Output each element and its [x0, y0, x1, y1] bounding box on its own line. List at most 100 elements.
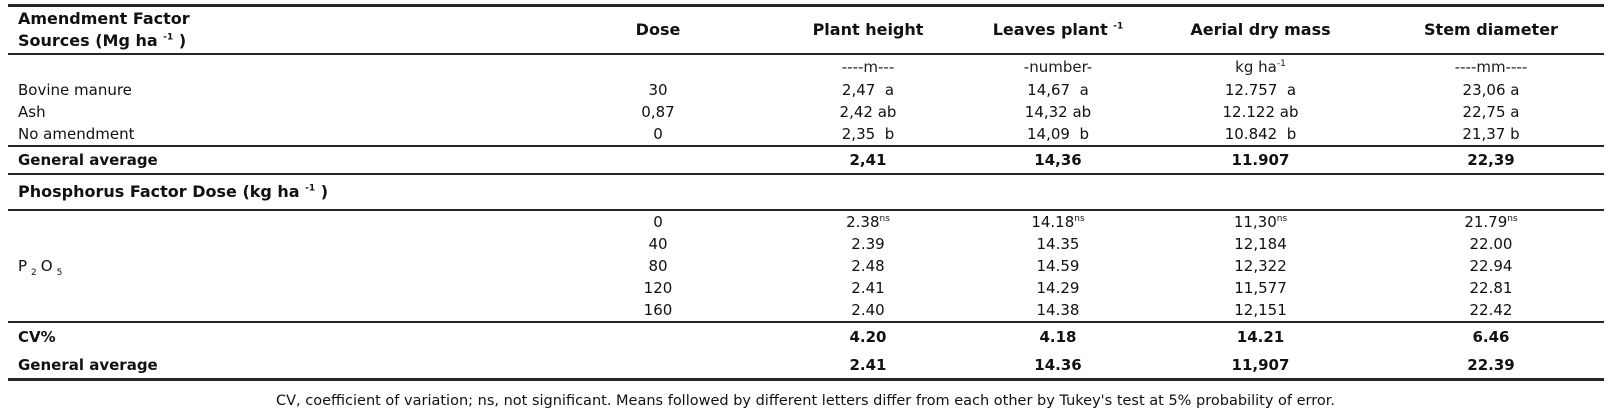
cell-stem: 22,39	[1378, 145, 1604, 175]
cell-aerial: 11,907	[1143, 352, 1378, 381]
cell-plant-height: 4.20	[763, 321, 973, 352]
cell-dose: 30	[648, 80, 668, 99]
cell-source: Bovine manure	[18, 80, 132, 99]
header-leaves: Leaves plant -1	[973, 5, 1143, 55]
phosphorus-section-title: Phosphorus Factor Dose (kg ha -1 )	[8, 174, 1604, 211]
p2o5-sub5: 5	[56, 267, 63, 278]
cell-stem: 22.42	[1469, 300, 1513, 319]
cell-dose: 160	[643, 300, 673, 319]
cell-source-empty	[8, 210, 553, 233]
table-row: 160 2.40 14.38 12,151 22.42	[8, 299, 1604, 322]
header-leaves-sup: -1	[1113, 21, 1124, 32]
cell-source: No amendment	[18, 124, 135, 143]
unit-plant-height: ----m---	[841, 57, 895, 76]
cell-label: General average	[8, 145, 553, 175]
cell-aerial: 11.907	[1143, 145, 1378, 175]
cell-stem: 22,75 a	[1462, 102, 1520, 121]
cell-stem: 21,37 b	[1462, 124, 1520, 143]
cell-source: Ash	[18, 102, 46, 121]
cell-leaves: 14.29	[1036, 278, 1080, 297]
cell-source-empty	[8, 277, 553, 299]
cell-plant-height: 2.48	[851, 256, 885, 275]
cell-dose-empty	[553, 145, 763, 175]
cell-leaves: 14,67 a	[1027, 80, 1089, 99]
cell-plant-height: 2.41	[851, 278, 885, 297]
header-amendment-line2-post: )	[173, 31, 187, 50]
cell-aerial: 11,577	[1234, 278, 1287, 297]
cell-dose-empty	[553, 321, 763, 352]
cell-source-empty	[8, 233, 553, 255]
cell-aerial: 12,322	[1234, 256, 1287, 275]
cell-plant-height: 2.40	[851, 300, 885, 319]
cell-plant-height: 2.41	[763, 352, 973, 381]
table-row: 40 2.39 14.35 12,184 22.00	[8, 233, 1604, 255]
cell-dose: 40	[648, 234, 668, 253]
cell-dose: 120	[643, 278, 673, 297]
cell-plant-height: 2.38ns	[763, 210, 973, 233]
header-aerial-dry-mass: Aerial dry mass	[1143, 5, 1378, 55]
ns-superscript: ns	[1074, 213, 1085, 224]
cell-stem: 23,06 a	[1462, 80, 1520, 99]
cell-stem: 22.00	[1469, 234, 1513, 253]
ns-superscript: ns	[879, 213, 890, 224]
ns-superscript: ns	[1276, 213, 1288, 224]
cell-stem: 22.39	[1378, 352, 1604, 381]
general-average-row-amendment: General average 2,41 14,36 11.907 22,39	[8, 145, 1604, 175]
cell-stem: 22.81	[1469, 278, 1513, 297]
table-row: 120 2.41 14.29 11,577 22.81	[8, 277, 1604, 299]
table-row: Ash 0,87 2,42 ab 14,32 ab 12.122 ab 22,7…	[8, 101, 1604, 123]
cv-row: CV% 4.20 4.18 14.21 6.46	[8, 321, 1604, 352]
cell-aerial: 14.21	[1143, 321, 1378, 352]
cell-stem: 6.46	[1378, 321, 1604, 352]
cell-plant-height: 2,47 a	[841, 80, 895, 99]
cell-dose: 0	[653, 124, 663, 143]
cell-plant-height: 2.39	[851, 234, 885, 253]
cell-stem: 21.79ns	[1378, 210, 1604, 233]
value: 11,30	[1233, 212, 1277, 231]
cell-aerial: 12,184	[1234, 234, 1287, 253]
cell-aerial: 11,30ns	[1143, 210, 1378, 233]
unit-aerial-text: kg ha	[1235, 57, 1277, 76]
phosphorus-title-post: )	[315, 182, 329, 202]
units-row: ----m--- -number- kg ha-1 ----mm----	[8, 54, 1604, 79]
cell-aerial: 12.757 a	[1224, 80, 1297, 99]
cell-leaves: 14.59	[1036, 256, 1080, 275]
units-empty-2	[553, 54, 763, 79]
header-amendment-line2: Sources (Mg ha	[18, 31, 164, 50]
cell-plant-height: 2,42 ab	[839, 102, 897, 121]
cell-dose: 0	[653, 212, 663, 231]
p2o5-p: P	[18, 256, 28, 275]
results-table: Amendment Factor Sources (Mg ha -1 ) Dose…	[8, 4, 1604, 381]
cell-aerial: 12,151	[1234, 300, 1287, 319]
cell-label: CV%	[8, 321, 553, 352]
p2o5-sub2: 2	[31, 267, 37, 278]
cell-leaves: 14,32 ab	[1024, 102, 1092, 121]
header-stem-diameter: Stem diameter	[1378, 5, 1604, 55]
phosphorus-section-header-row: Phosphorus Factor Dose (kg ha -1 )	[8, 174, 1604, 211]
value: 2.38	[846, 212, 880, 231]
cell-aerial: 10.842 b	[1224, 124, 1297, 143]
cell-leaves: 14.35	[1036, 234, 1080, 253]
table-row: 0 2.38ns 14.18ns 11,30ns 21.79ns	[8, 210, 1604, 233]
header-leaves-text: Leaves plant	[992, 20, 1114, 40]
header-dose: Dose	[553, 5, 763, 55]
cell-leaves: 4.18	[973, 321, 1143, 352]
table-header-row: Amendment Factor Sources (Mg ha -1 ) Dose…	[8, 5, 1604, 55]
cell-leaves: 14.38	[1036, 300, 1080, 319]
value: 14.18	[1031, 212, 1075, 231]
phosphorus-title-sup: -1	[305, 183, 316, 194]
cell-aerial: 12.122 ab	[1222, 102, 1299, 121]
table-footnote: CV, coefficient of variation; ns, not si…	[275, 393, 1336, 409]
cell-dose-empty	[553, 352, 763, 381]
table-row: Bovine manure 30 2,47 a 14,67 a 12.757 a…	[8, 79, 1604, 101]
header-plant-height: Plant height	[763, 5, 973, 55]
units-empty-1	[8, 54, 553, 79]
unit-aerial: kg ha-1	[1143, 54, 1378, 79]
cell-leaves: 14,09 b	[1027, 124, 1089, 143]
cell-plant-height: 2,35 b	[841, 124, 895, 143]
value: 21.79	[1464, 212, 1508, 231]
cell-source-empty	[8, 299, 553, 322]
unit-stem: ----mm----	[1454, 57, 1528, 76]
